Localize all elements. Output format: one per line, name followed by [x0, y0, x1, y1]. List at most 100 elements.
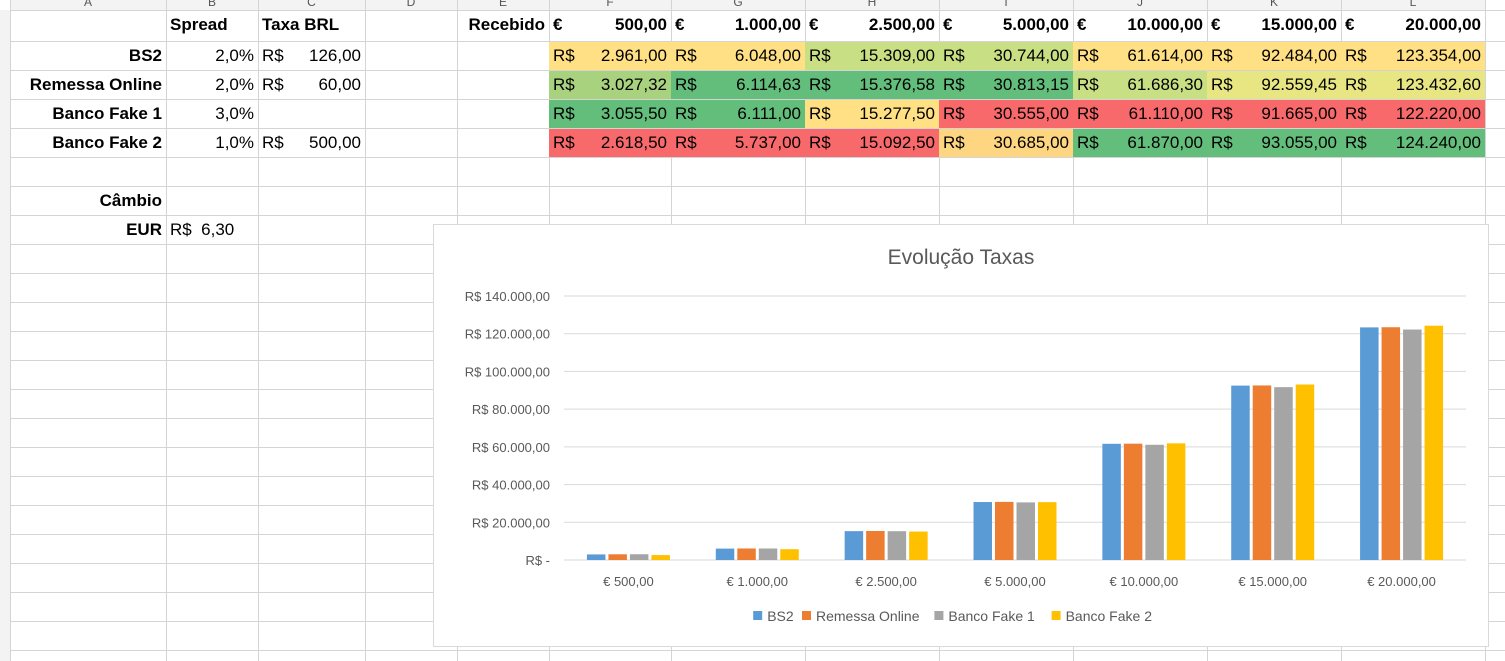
grid-col-line — [365, 0, 366, 661]
bank-taxa[interactable]: R$ 60,00 — [258, 71, 365, 99]
currency-symbol: R$ — [943, 75, 965, 94]
received-value[interactable]: R$ 6.048,00 — [671, 42, 805, 70]
bank-spread[interactable]: 1,0% — [215, 133, 254, 152]
cell-value: 6.114,63 — [736, 75, 801, 94]
bar-chart[interactable]: Evolução Taxas R$ - R$ 20.000,00 R$ 40.000,… — [433, 224, 1489, 647]
received-value[interactable]: R$ 15.309,00 — [805, 42, 939, 70]
received-value[interactable]: R$ 124.240,00 — [1341, 129, 1485, 157]
header-amount[interactable]: €1.000,00 — [671, 11, 805, 39]
received-value[interactable]: R$ 92.484,00 — [1207, 42, 1341, 70]
received-value[interactable]: R$ 15.277,50 — [805, 100, 939, 128]
x-tick-label: € 20.000,00 — [1367, 574, 1436, 589]
currency-symbol: R$ — [262, 46, 284, 65]
bar — [1424, 325, 1444, 560]
received-value[interactable]: R$ 93.055,00 — [1207, 129, 1341, 157]
received-value[interactable]: R$ 30.813,15 — [939, 71, 1073, 99]
received-value[interactable]: R$ 61.870,00 — [1073, 129, 1207, 157]
bar — [1145, 444, 1164, 560]
received-value[interactable]: R$ 30.685,00 — [939, 129, 1073, 157]
bank-taxa[interactable]: R$ 126,00 — [258, 42, 365, 70]
bank-taxa[interactable]: R$ 500,00 — [258, 129, 365, 157]
bar — [995, 501, 1014, 560]
cell-value: 61.686,30 — [1127, 75, 1203, 94]
received-value[interactable]: R$ 2.618,50 — [549, 129, 671, 157]
bar — [1102, 443, 1121, 560]
currency-symbol: R$ — [1077, 46, 1099, 65]
received-value[interactable]: R$ 30.555,00 — [939, 100, 1073, 128]
cell-value: 500,00 — [309, 133, 361, 152]
cell-value: 92.559,45 — [1261, 75, 1337, 94]
bank-spread[interactable]: 3,0% — [215, 104, 254, 123]
received-value[interactable]: R$ 5.737,00 — [671, 129, 805, 157]
received-value[interactable]: R$ 6.114,63 — [671, 71, 805, 99]
y-tick-label: R$ 60.000,00 — [472, 440, 550, 455]
received-value[interactable]: R$ 3.055,50 — [549, 100, 671, 128]
bar — [758, 548, 778, 560]
bank-spread[interactable]: 2,0% — [215, 75, 254, 94]
header-amount[interactable]: €20.000,00 — [1341, 11, 1485, 39]
currency-symbol: € — [1077, 15, 1087, 34]
bank-name[interactable]: BS2 — [128, 46, 162, 65]
eur-rate[interactable]: R$ 6,30 — [170, 220, 235, 239]
cell-value: 15.309,00 — [859, 46, 935, 65]
currency-symbol: € — [1211, 15, 1221, 34]
received-value[interactable]: R$ 6.111,00 — [671, 100, 805, 128]
header-amount[interactable]: €5.000,00 — [939, 11, 1073, 39]
cell-value: 500,00 — [615, 15, 667, 34]
eur-label[interactable]: EUR — [126, 220, 162, 239]
received-value[interactable]: R$ 3.027,32 — [549, 71, 671, 99]
bank-spread[interactable]: 2,0% — [215, 46, 254, 65]
currency-symbol: R$ — [809, 133, 831, 152]
received-value[interactable]: R$ 30.744,00 — [939, 42, 1073, 70]
cell-value: 5.000,00 — [1002, 15, 1069, 34]
received-value[interactable]: R$ 123.354,00 — [1341, 42, 1485, 70]
grid-col-line — [166, 0, 167, 661]
currency-symbol: R$ — [809, 46, 831, 65]
header-spread[interactable]: Spread — [170, 15, 228, 34]
currency-symbol: R$ — [943, 104, 965, 123]
x-tick-label: € 10.000,00 — [1110, 574, 1179, 589]
received-value[interactable]: R$ 123.432,60 — [1341, 71, 1485, 99]
cell-value: 6.111,00 — [737, 104, 801, 123]
bar — [1252, 385, 1272, 560]
header-taxa-brl[interactable]: Taxa BRL — [262, 15, 340, 34]
received-value[interactable]: R$ 61.686,30 — [1073, 71, 1207, 99]
received-value[interactable]: R$ 122.220,00 — [1341, 100, 1485, 128]
received-value[interactable]: R$ 15.092,50 — [805, 129, 939, 157]
currency-symbol: R$ — [675, 46, 697, 65]
received-value[interactable]: R$ 61.614,00 — [1073, 42, 1207, 70]
received-value[interactable]: R$ 2.961,00 — [549, 42, 671, 70]
received-value[interactable]: R$ 61.110,00 — [1073, 100, 1207, 128]
grid-row-line — [10, 215, 1505, 216]
bank-name[interactable]: Banco Fake 2 — [52, 133, 162, 152]
header-amount[interactable]: €2.500,00 — [805, 11, 939, 39]
x-tick-label: € 5.000,00 — [984, 574, 1045, 589]
bank-name[interactable]: Remessa Online — [29, 75, 162, 94]
grid-row-line — [10, 186, 1505, 187]
received-value[interactable]: R$ 92.559,45 — [1207, 71, 1341, 99]
legend-label: BS2 — [767, 608, 794, 624]
bar — [780, 549, 799, 560]
bar — [1295, 384, 1315, 560]
cell-value: 30.685,00 — [993, 133, 1069, 152]
header-recebido[interactable]: Recebido — [468, 15, 545, 34]
header-amount[interactable]: €500,00 — [549, 11, 671, 39]
bar — [1381, 327, 1401, 560]
currency-symbol: R$ — [1211, 104, 1233, 123]
grid-row-line — [10, 128, 1505, 129]
grid-row-line — [10, 10, 1505, 11]
cambio-label[interactable]: Câmbio — [99, 191, 162, 210]
bank-name[interactable]: Banco Fake 1 — [52, 104, 162, 123]
received-value[interactable]: R$ 91.665,00 — [1207, 100, 1341, 128]
cell-value: 2.618,50 — [600, 133, 667, 152]
currency-symbol: € — [943, 15, 953, 34]
header-amount[interactable]: €15.000,00 — [1207, 11, 1341, 39]
cell-value: 20.000,00 — [1405, 15, 1481, 34]
currency-symbol: R$ — [553, 75, 575, 94]
received-value[interactable]: R$ 15.376,58 — [805, 71, 939, 99]
header-amount[interactable]: €10.000,00 — [1073, 11, 1207, 39]
cell-value: 124.240,00 — [1395, 133, 1481, 152]
bar — [1166, 443, 1186, 560]
bar — [629, 554, 649, 560]
cell-value: 60,00 — [318, 75, 361, 94]
